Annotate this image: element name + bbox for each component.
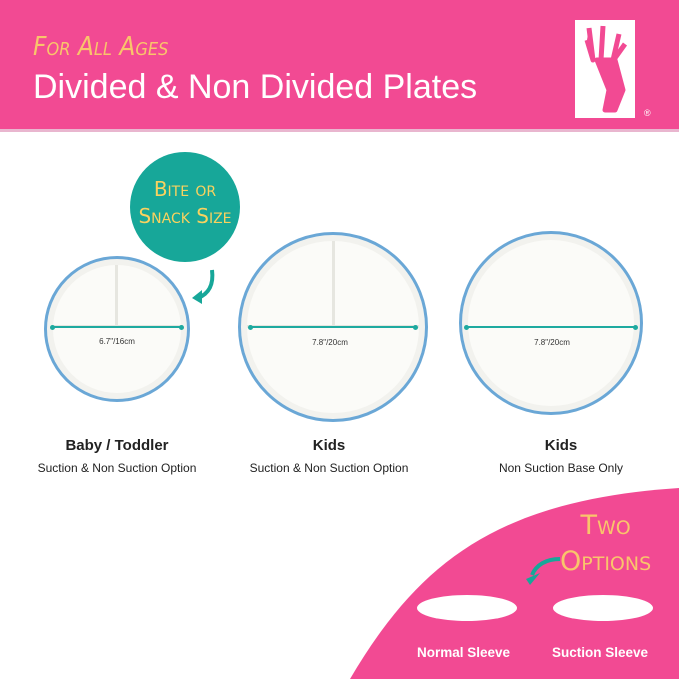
page-title: Divided & Non Divided Plates: [33, 68, 478, 106]
measure-line: [248, 324, 418, 330]
plate-name: Kids: [312, 437, 346, 454]
bite-snack-badge: Bite or Snack Size: [130, 152, 240, 262]
plate-option: Non Suction Base Only: [498, 461, 624, 475]
measure-line: [50, 324, 184, 330]
normal-sleeve-image: [417, 595, 517, 635]
caption-kids-divided: Kids Suction & Non Suction Option: [229, 437, 429, 475]
deer-logo-icon: [575, 20, 635, 118]
caption-baby-toddler: Baby / Toddler Suction & Non Suction Opti…: [17, 437, 217, 475]
plate-option: Suction & Non Suction Option: [249, 461, 409, 475]
plate-kids-non-divided: [459, 231, 643, 415]
plate-option: Suction & Non Suction Option: [37, 461, 197, 475]
suction-sleeve-label: Suction Sleeve: [552, 645, 649, 660]
header-banner: For All Ages Divided & Non Divided Plate…: [0, 0, 679, 132]
suction-sleeve-image: [553, 595, 653, 635]
plate-name: Kids: [544, 437, 578, 454]
plate-baby-toddler: [44, 256, 190, 402]
arrow-icon: [526, 557, 561, 585]
plate-size: 7.8"/20cm: [534, 338, 570, 347]
plate-size: 6.7"/16cm: [99, 337, 135, 346]
caption-kids-non-divided: Kids Non Suction Base Only: [461, 437, 661, 475]
badge-line-2: Snack Size: [138, 204, 232, 228]
tagline: For All Ages: [33, 32, 169, 62]
arrow-icon: [192, 269, 215, 304]
normal-sleeve-label: Normal Sleeve: [417, 645, 511, 660]
badge-line-1: Bite or: [153, 177, 217, 201]
plate-name: Baby / Toddler: [65, 437, 169, 454]
registered-mark: ®: [644, 108, 651, 118]
two-options-label: Two Options: [560, 508, 651, 580]
options-line-1: Two: [580, 510, 631, 541]
options-line-2: Options: [560, 546, 652, 577]
plate-size: 7.8"/20cm: [312, 338, 348, 347]
measure-line: [464, 324, 638, 330]
